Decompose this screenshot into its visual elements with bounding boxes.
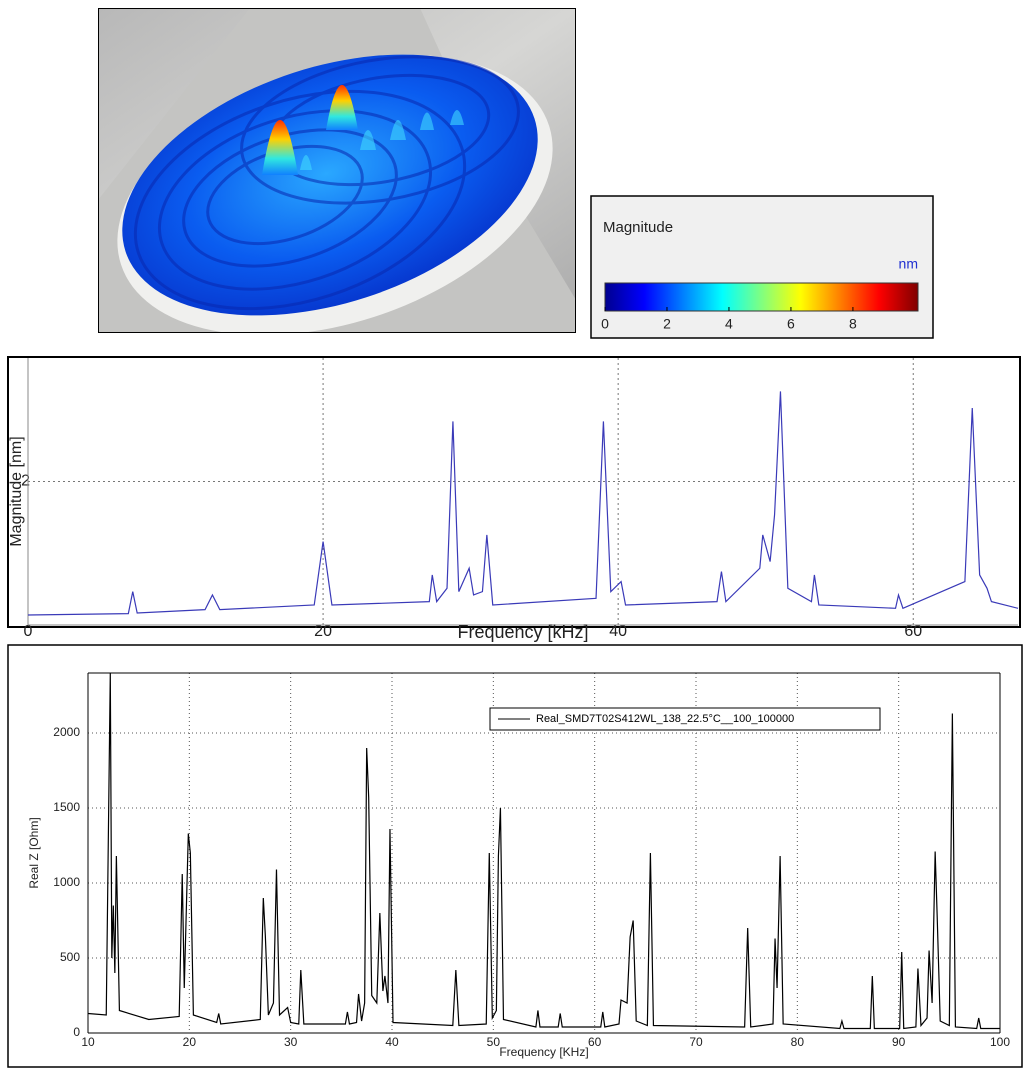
- x-tick-label: 30: [284, 1035, 298, 1049]
- figure: Magnitudenm0246802040602Frequency [kHz]M…: [0, 0, 1025, 1068]
- y-axis-title: Real Z [Ohm]: [27, 817, 41, 888]
- y-tick-label: 0: [73, 1025, 80, 1039]
- spectrum-panel: [8, 357, 1020, 627]
- y-tick-label: 2000: [53, 725, 80, 739]
- surface-image: [81, 4, 588, 387]
- tick-label: 0: [601, 316, 609, 332]
- x-tick-label: 20: [314, 623, 332, 640]
- x-axis-title: Frequency [KHz]: [499, 1045, 588, 1059]
- colorbar: [605, 283, 918, 311]
- x-tick-label: 20: [183, 1035, 197, 1049]
- x-tick-label: 100: [990, 1035, 1010, 1049]
- x-tick-label: 80: [791, 1035, 805, 1049]
- x-tick-label: 70: [689, 1035, 703, 1049]
- x-tick-label: 10: [81, 1035, 95, 1049]
- tick-label: 2: [663, 316, 671, 332]
- y-tick-label: 500: [60, 950, 80, 964]
- x-tick-label: 40: [609, 623, 627, 640]
- x-tick-label: 90: [892, 1035, 906, 1049]
- legend-label: Real_SMD7T02S412WL_138_22.5°C__100_10000…: [536, 713, 794, 725]
- tick-label: 4: [725, 316, 733, 332]
- x-tick-label: 50: [487, 1035, 501, 1049]
- tick-label: 8: [849, 316, 857, 332]
- colorbar-title: Magnitude: [603, 219, 673, 236]
- y-tick-label: 1000: [53, 875, 80, 889]
- x-axis-title: Frequency [kHz]: [457, 622, 588, 642]
- colorbar-panel: [591, 196, 933, 338]
- y-tick-label: 1500: [53, 800, 80, 814]
- tick-label: 6: [787, 316, 795, 332]
- colorbar-unit: nm: [899, 256, 918, 272]
- y-axis-title: Magnitude [nm]: [8, 436, 25, 546]
- x-tick-label: 40: [385, 1035, 399, 1049]
- x-tick-label: 60: [904, 623, 922, 640]
- x-tick-label: 60: [588, 1035, 602, 1049]
- page: Magnitudenm0246802040602Frequency [kHz]M…: [0, 0, 1025, 1068]
- x-tick-label: 0: [24, 623, 33, 640]
